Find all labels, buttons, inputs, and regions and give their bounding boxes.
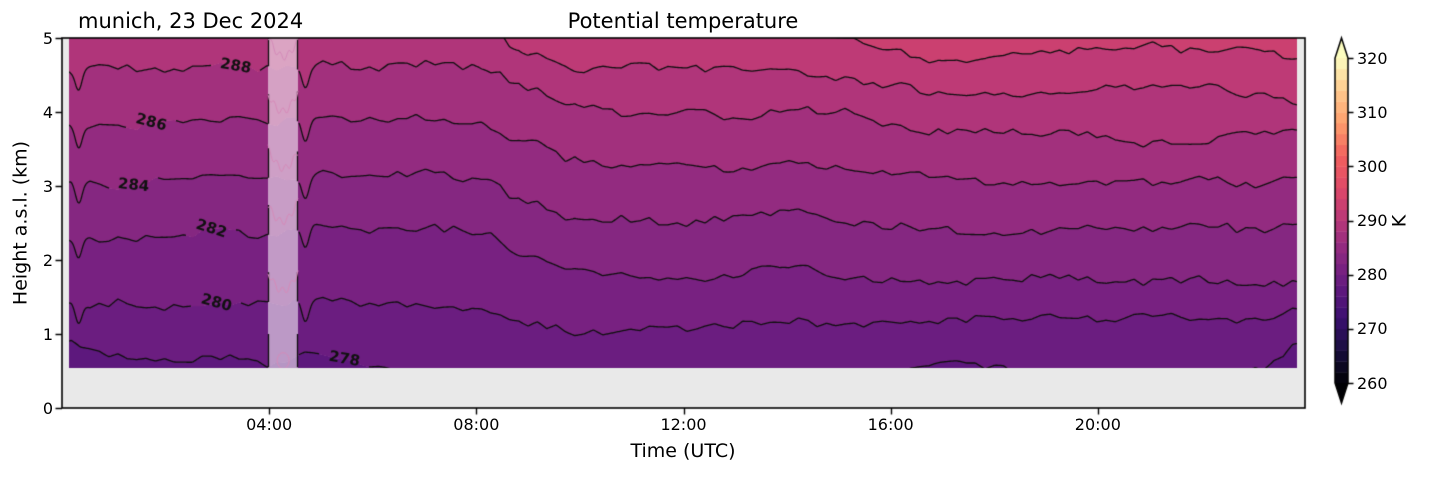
colorbar-tick-label: 290 [1357, 211, 1388, 230]
plot-title-left: munich, 23 Dec 2024 [78, 9, 304, 33]
x-tick-label: 08:00 [453, 415, 500, 434]
y-tick-label: 0 [42, 398, 53, 418]
x-tick-label: 16:00 [867, 415, 914, 434]
y-axis-label: Height a.s.l. (km) [9, 140, 32, 306]
x-tick-label: 04:00 [246, 415, 293, 434]
colorbar-tick-label: 320 [1357, 48, 1388, 68]
y-tick-label: 1 [42, 324, 53, 344]
colorbar-tick-label: 280 [1357, 265, 1388, 285]
y-tick-label: 4 [42, 102, 53, 122]
colorbar-tick-label: 260 [1357, 373, 1388, 393]
y-tick-label: 3 [42, 176, 53, 196]
y-tick-label: 5 [42, 28, 53, 48]
x-tick-label: 20:00 [1074, 415, 1121, 434]
colorbar-label: K [1388, 214, 1411, 228]
colorbar-tick-label: 300 [1357, 156, 1388, 176]
y-tick-label: 2 [42, 250, 53, 270]
plot-title: Potential temperature [567, 9, 799, 33]
colorbar-tick-label: 270 [1357, 319, 1388, 339]
colorbar-tick-label: 310 [1357, 102, 1388, 122]
x-axis-label: Time (UTC) [630, 440, 736, 462]
x-tick-label: 12:00 [660, 415, 707, 434]
